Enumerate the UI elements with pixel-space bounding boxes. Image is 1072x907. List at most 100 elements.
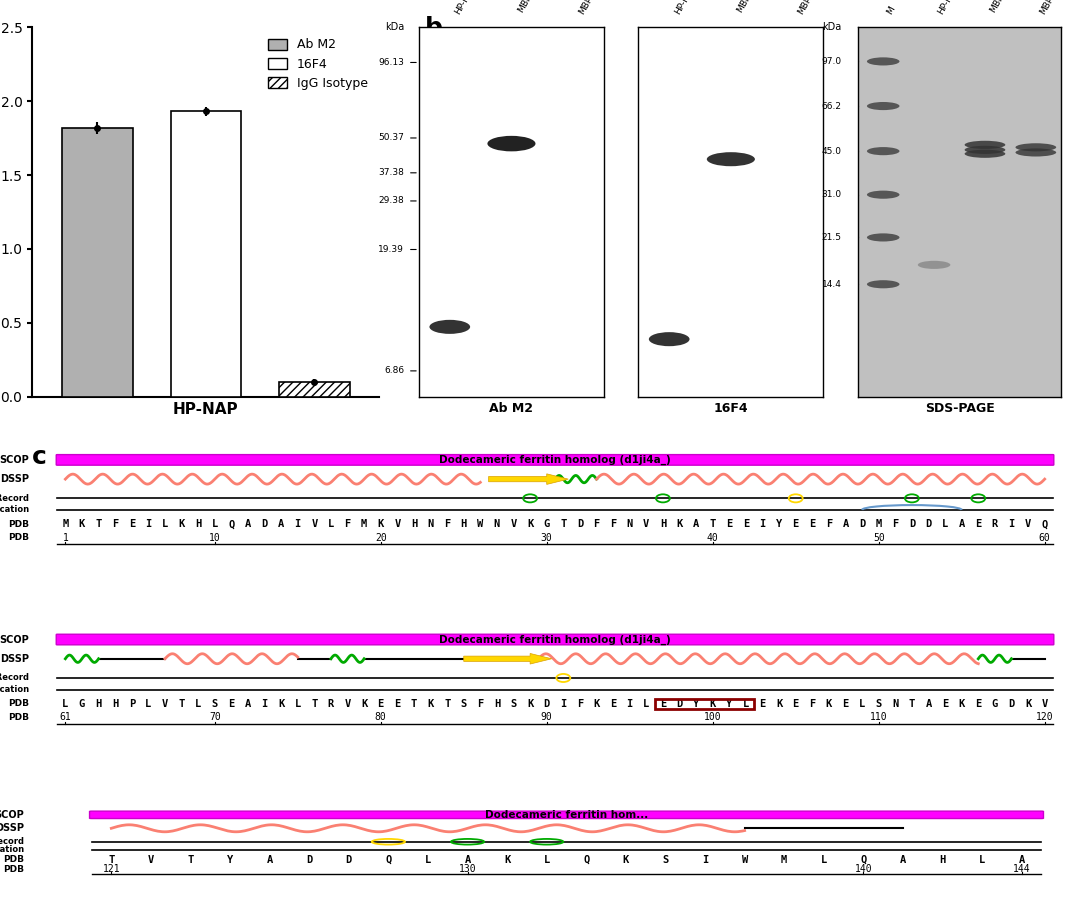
Text: D: D bbox=[577, 520, 583, 530]
Text: E: E bbox=[942, 699, 949, 709]
Text: K: K bbox=[79, 520, 85, 530]
Text: D: D bbox=[676, 699, 683, 709]
Text: A: A bbox=[925, 699, 932, 709]
Text: MBP: MBP bbox=[577, 0, 594, 16]
FancyBboxPatch shape bbox=[56, 454, 1054, 465]
Text: P: P bbox=[129, 699, 135, 709]
Text: PDB: PDB bbox=[8, 520, 29, 529]
Text: 96.13: 96.13 bbox=[378, 58, 404, 67]
Text: K: K bbox=[958, 699, 965, 709]
Text: D: D bbox=[544, 699, 550, 709]
Text: 70: 70 bbox=[209, 712, 221, 722]
Text: K: K bbox=[527, 699, 533, 709]
Text: HP-NAP: HP-NAP bbox=[673, 0, 698, 16]
Text: Q: Q bbox=[1042, 520, 1047, 530]
Text: L: L bbox=[859, 699, 865, 709]
Text: S: S bbox=[211, 699, 218, 709]
FancyBboxPatch shape bbox=[56, 634, 1054, 645]
FancyArrow shape bbox=[489, 473, 568, 484]
Text: R: R bbox=[328, 699, 334, 709]
Text: L: L bbox=[328, 520, 334, 530]
Text: E: E bbox=[394, 699, 401, 709]
Text: D: D bbox=[262, 520, 268, 530]
Text: HP-NAP: HP-NAP bbox=[453, 0, 478, 16]
Ellipse shape bbox=[649, 332, 689, 346]
Text: K: K bbox=[623, 855, 629, 865]
Text: 20: 20 bbox=[375, 532, 387, 542]
Text: V: V bbox=[643, 520, 650, 530]
Text: T: T bbox=[444, 699, 450, 709]
Text: I: I bbox=[145, 520, 151, 530]
Text: K: K bbox=[527, 520, 533, 530]
Bar bbox=[279, 382, 349, 396]
Text: K: K bbox=[178, 520, 184, 530]
Text: A: A bbox=[244, 699, 251, 709]
Text: A: A bbox=[843, 520, 849, 530]
Text: DSSP: DSSP bbox=[0, 474, 29, 484]
Text: 66.2: 66.2 bbox=[821, 102, 842, 111]
Text: M: M bbox=[781, 855, 787, 865]
Text: Protein Modification: Protein Modification bbox=[0, 685, 29, 694]
Text: F: F bbox=[444, 520, 450, 530]
Text: 6.86: 6.86 bbox=[384, 366, 404, 375]
Ellipse shape bbox=[1015, 149, 1056, 157]
Text: T: T bbox=[411, 699, 417, 709]
Text: V: V bbox=[510, 520, 517, 530]
Text: I: I bbox=[262, 699, 268, 709]
Text: A: A bbox=[278, 520, 284, 530]
Text: A: A bbox=[464, 855, 471, 865]
Text: T: T bbox=[188, 855, 194, 865]
Text: Y: Y bbox=[227, 855, 234, 865]
Text: E: E bbox=[976, 699, 981, 709]
Ellipse shape bbox=[965, 141, 1006, 149]
Text: K: K bbox=[278, 699, 284, 709]
Text: 19.39: 19.39 bbox=[378, 245, 404, 254]
Text: L: L bbox=[145, 699, 151, 709]
Text: A: A bbox=[958, 520, 965, 530]
Text: K: K bbox=[594, 699, 599, 709]
Text: G: G bbox=[992, 699, 998, 709]
Text: F: F bbox=[344, 520, 351, 530]
Text: W: W bbox=[477, 520, 483, 530]
FancyArrow shape bbox=[464, 653, 552, 664]
Text: F: F bbox=[809, 699, 816, 709]
Text: L: L bbox=[162, 520, 168, 530]
Text: I: I bbox=[561, 699, 566, 709]
Text: K: K bbox=[377, 520, 384, 530]
Text: L: L bbox=[195, 699, 202, 709]
Text: F: F bbox=[825, 520, 832, 530]
Text: G: G bbox=[79, 699, 85, 709]
Text: V: V bbox=[344, 699, 351, 709]
Text: D: D bbox=[345, 855, 352, 865]
Text: 21.5: 21.5 bbox=[821, 233, 842, 242]
Text: 144: 144 bbox=[1013, 864, 1030, 874]
Text: L: L bbox=[544, 855, 550, 865]
Text: L: L bbox=[425, 855, 431, 865]
Text: I: I bbox=[702, 855, 709, 865]
Text: K: K bbox=[361, 699, 368, 709]
Text: D: D bbox=[307, 855, 312, 865]
Text: A: A bbox=[267, 855, 272, 865]
Text: G: G bbox=[544, 520, 550, 530]
Text: V: V bbox=[311, 520, 317, 530]
Text: S: S bbox=[662, 855, 669, 865]
Text: T: T bbox=[108, 855, 115, 865]
Ellipse shape bbox=[867, 147, 899, 155]
Text: PDB: PDB bbox=[3, 865, 25, 873]
Text: I: I bbox=[295, 520, 301, 530]
Ellipse shape bbox=[867, 233, 899, 241]
Text: E: E bbox=[228, 699, 235, 709]
Text: 80: 80 bbox=[375, 712, 387, 722]
Text: M: M bbox=[62, 520, 69, 530]
Text: R: R bbox=[992, 520, 998, 530]
Text: H: H bbox=[494, 699, 500, 709]
X-axis label: SDS-PAGE: SDS-PAGE bbox=[925, 403, 995, 415]
Text: W: W bbox=[742, 855, 748, 865]
Text: Site Record: Site Record bbox=[0, 493, 29, 502]
Text: E: E bbox=[809, 520, 816, 530]
Text: M: M bbox=[885, 5, 897, 16]
Ellipse shape bbox=[430, 320, 471, 334]
Ellipse shape bbox=[867, 57, 899, 65]
Text: F: F bbox=[610, 520, 616, 530]
Text: Site Record: Site Record bbox=[0, 674, 29, 682]
